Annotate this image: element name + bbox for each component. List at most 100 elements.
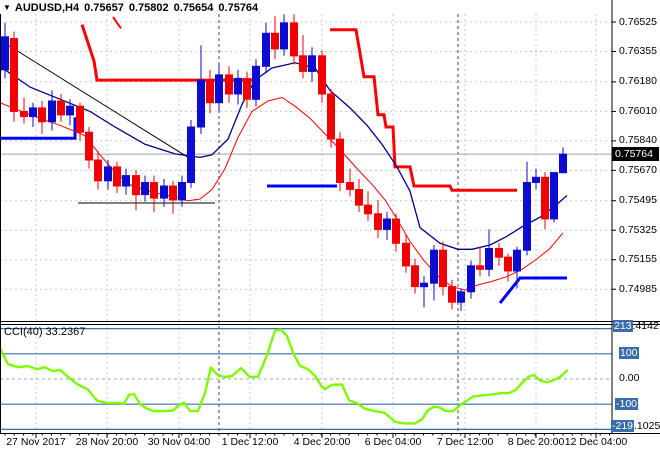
candle-body	[243, 77, 251, 100]
price-axis-label: 0.76010	[619, 105, 657, 117]
time-axis-label: 27 Nov 2017	[6, 436, 66, 448]
candle-body	[187, 126, 195, 183]
candle-body	[448, 286, 456, 303]
trendline	[2, 41, 196, 163]
price-axis-label: 0.75670	[619, 164, 657, 176]
current-price-box: 0.75764	[612, 147, 659, 161]
candle-body	[29, 107, 37, 118]
candle-body	[364, 204, 372, 215]
time-axis-label: 1 Dec 12:00	[221, 436, 279, 448]
candle-body	[94, 159, 102, 182]
candle-body	[318, 55, 326, 95]
indicator-label: CCI(40) 33.2367	[4, 326, 86, 338]
ohlc-open: 0.75657	[84, 2, 124, 14]
candle-body	[411, 265, 419, 288]
support-step-line	[0, 117, 77, 140]
cci-axis-upper-level: 100	[619, 347, 639, 359]
resistance-step-line	[330, 28, 517, 192]
chart-title: ▼ AUDUSD,H4 0.75657 0.75802 0.75654 0.75764	[3, 2, 263, 14]
candle-body	[299, 55, 307, 72]
candle-body	[104, 166, 112, 182]
candle-body	[169, 185, 177, 201]
price-axis-label: 0.75840	[619, 134, 657, 146]
candle-body	[1, 36, 9, 71]
time-axis-label: 7 Dec 12:00	[436, 436, 494, 448]
candle-body	[280, 22, 288, 50]
candle-body	[420, 282, 428, 288]
candle-body	[532, 176, 540, 184]
time-axis-label: 6 Dec 04:00	[364, 436, 422, 448]
candle-body	[355, 189, 363, 206]
candle-body	[225, 74, 233, 95]
panel-resize-handle[interactable]	[0, 321, 660, 326]
ohlc-close: 0.75764	[218, 2, 259, 14]
candle-body	[141, 182, 149, 196]
resistance-step-line	[80, 24, 257, 82]
ohlc-high: 0.75802	[128, 2, 169, 14]
time-axis-label: 30 Nov 04:00	[147, 436, 211, 448]
time-axis-label: 8 Dec 20:00	[507, 436, 565, 448]
candle-body	[252, 65, 260, 100]
candle-body	[439, 249, 447, 288]
candle-body	[485, 248, 493, 270]
candle-body	[10, 38, 18, 112]
candle-body	[160, 185, 168, 199]
candle-body	[271, 32, 279, 50]
price-axis-label: 0.76180	[619, 75, 657, 87]
price-axis-label: 0.75325	[619, 224, 657, 236]
candle-body	[550, 172, 558, 220]
candle-body	[467, 265, 475, 293]
cci-axis-lower-level: -100	[615, 398, 639, 410]
price-axis-label: 0.74985	[619, 283, 657, 295]
ma-slow-line	[0, 62, 568, 250]
candle-body	[430, 249, 438, 284]
cci-axis-zero: 0.00	[619, 372, 640, 384]
time-axis-label: 28 Nov 20:00	[75, 436, 139, 448]
candle-body	[476, 265, 484, 270]
candle-body	[122, 175, 130, 187]
candle-body	[559, 153, 567, 174]
candle-body	[132, 175, 140, 196]
candle-body	[392, 218, 400, 244]
candle-body	[402, 242, 410, 267]
candle-body	[523, 182, 531, 251]
cci-axis-max: 213.4142	[613, 320, 659, 332]
candle-body	[327, 93, 335, 140]
candle-body	[336, 138, 344, 184]
red-mark	[112, 16, 122, 29]
candle-body	[76, 105, 84, 133]
symbol-dropdown-icon[interactable]: ▼	[3, 3, 11, 12]
candle-body	[38, 107, 46, 123]
price-axis-label: 0.76525	[619, 16, 657, 28]
candle-body	[215, 74, 223, 104]
ohlc-low: 0.75654	[173, 2, 214, 14]
symbol-label: AUDUSD,H4	[14, 2, 80, 14]
candle-body	[308, 55, 316, 72]
candle-body	[374, 213, 382, 230]
candle-body	[290, 22, 298, 57]
candle-body	[197, 79, 205, 128]
candle-body	[383, 218, 391, 230]
cci-axis-min: -219.1025	[611, 420, 660, 432]
candle-body	[541, 176, 549, 220]
candle-body	[457, 291, 465, 303]
candle-body	[504, 256, 512, 272]
price-axis-label: 0.75155	[619, 253, 657, 265]
candle-body	[57, 100, 65, 116]
time-axis-label: 4 Dec 20:00	[293, 436, 351, 448]
candle-body	[346, 182, 354, 190]
candle-body	[85, 131, 93, 161]
candle-body	[513, 249, 521, 272]
candle-body	[20, 110, 28, 118]
price-axis-label: 0.76355	[619, 45, 657, 57]
candle-body	[66, 105, 74, 116]
candle-body	[206, 79, 214, 104]
candle-body	[178, 182, 186, 201]
candle-body	[262, 32, 270, 67]
candle-body	[234, 77, 242, 95]
candle-body	[495, 248, 503, 258]
candle-body	[48, 100, 56, 123]
